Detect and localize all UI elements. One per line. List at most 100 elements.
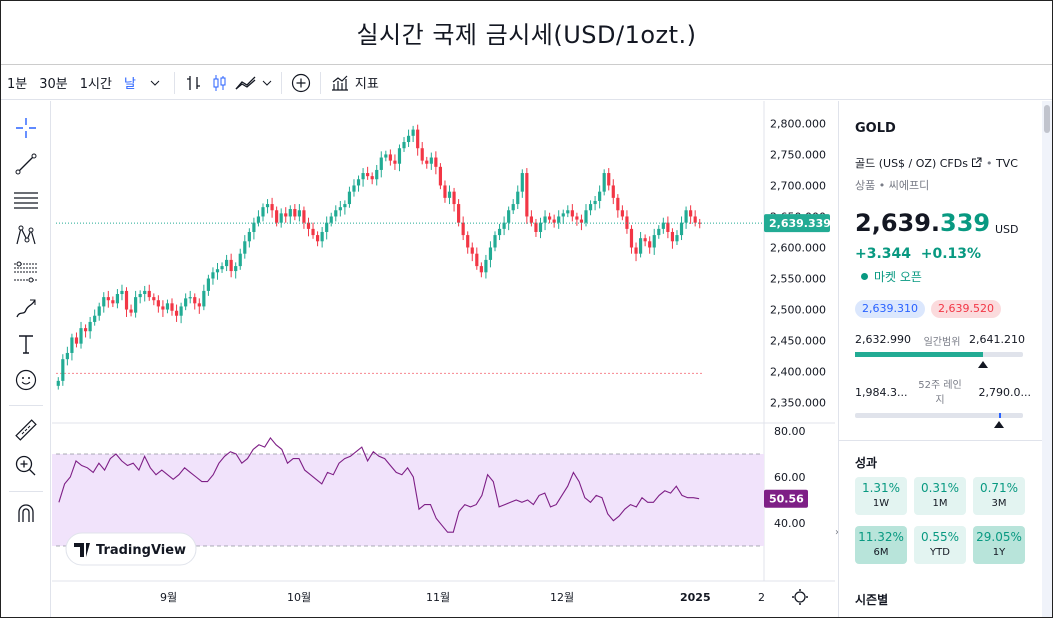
horizontal-lines-icon[interactable]: [11, 185, 41, 215]
crosshair-icon[interactable]: [11, 113, 41, 143]
perf-label: 1M: [932, 498, 948, 509]
candle-body: [61, 359, 65, 381]
candle-body: [129, 309, 133, 313]
indicators-icon[interactable]: [327, 70, 353, 96]
perf-value: 11.32%: [858, 530, 904, 544]
week52-low: 1,984.3...: [855, 386, 908, 399]
candle-body: [634, 247, 638, 254]
perf-ytd[interactable]: 0.55% YTD: [914, 526, 966, 564]
ask-price: 2,639.520: [931, 300, 1001, 318]
candle-body: [675, 235, 679, 242]
candle-body: [161, 306, 165, 310]
magnet-icon[interactable]: [11, 499, 41, 529]
candle-body: [552, 219, 556, 223]
panel-collapse-arrow[interactable]: ›: [835, 527, 839, 538]
candle-body: [520, 173, 524, 192]
perf-1y[interactable]: 29.05% 1Y: [973, 526, 1025, 564]
candle-body: [516, 191, 520, 205]
candle-body: [220, 266, 224, 270]
candle-body: [538, 222, 543, 232]
last-price-tag-label: 2,639.339: [769, 217, 831, 230]
candle-body: [534, 222, 538, 232]
perf-value: 29.05%: [976, 530, 1022, 544]
settings-gear-icon[interactable]: [794, 591, 806, 603]
change-abs: +3.344: [855, 246, 912, 262]
candle-body: [111, 300, 115, 304]
candle-body: [343, 204, 347, 208]
bid-price: 2,639.310: [855, 300, 925, 318]
external-link-icon[interactable]: [971, 157, 986, 170]
day-high: 2,641.210: [969, 333, 1025, 346]
perf-1w[interactable]: 1.31% 1W: [855, 477, 907, 515]
perf-1m[interactable]: 0.31% 1M: [914, 477, 966, 515]
zoom-in-icon[interactable]: [11, 451, 41, 481]
candle-body: [461, 222, 465, 236]
x-tick-label: 2: [758, 591, 765, 604]
perf-3m[interactable]: 0.71% 3M: [973, 477, 1025, 515]
candle-body: [411, 129, 415, 136]
candle-body: [670, 231, 675, 242]
candlestick-chart-type-icon[interactable]: [207, 70, 233, 96]
candle-body: [306, 222, 311, 229]
candle-body: [375, 169, 379, 180]
market-status-text: 마켓 오픈: [874, 270, 922, 284]
candle-body: [115, 294, 120, 304]
rsi-value-tag-label: 50.56: [769, 493, 804, 506]
interval-30m[interactable]: 30분: [39, 77, 68, 92]
candle-body: [620, 210, 624, 217]
candle-body: [288, 209, 292, 217]
candle-body: [548, 216, 552, 220]
y-tick-label: 2,500.000: [770, 304, 826, 317]
x-tick-label: 9월: [160, 591, 177, 604]
candle-body: [434, 157, 438, 167]
candle-body: [238, 253, 242, 267]
emoji-icon[interactable]: [11, 365, 41, 395]
text-tool-icon[interactable]: [11, 329, 41, 359]
candle-body: [193, 297, 197, 304]
candle-body: [629, 228, 634, 248]
candle-body: [275, 210, 279, 223]
candle-body: [402, 142, 406, 149]
candle-body: [679, 222, 684, 236]
candle-body: [256, 216, 261, 223]
candle-body: [97, 306, 101, 316]
brush-icon[interactable]: [11, 293, 41, 323]
perf-value: 0.31%: [920, 481, 960, 495]
indicators-button[interactable]: 지표: [354, 77, 379, 92]
area-chart-type-icon[interactable]: [233, 70, 259, 96]
price-chart[interactable]: 2,800.0002,750.0002,700.0002,650.0002,60…: [52, 101, 835, 617]
pattern-icon[interactable]: [11, 221, 41, 251]
candle-body: [661, 222, 665, 229]
candle-body: [416, 129, 420, 149]
ruler-icon[interactable]: [11, 415, 41, 445]
candle-body: [643, 238, 647, 242]
interval-1m[interactable]: 1분: [7, 77, 28, 92]
week52-range-bar: [855, 413, 1023, 418]
candle-body: [447, 191, 452, 198]
scrollbar-thumb[interactable]: [1044, 105, 1050, 133]
candle-body: [466, 235, 470, 248]
trend-line-icon[interactable]: [11, 149, 41, 179]
candle-body: [206, 278, 210, 291]
compare-plus-icon[interactable]: [288, 70, 314, 96]
chevron-down-icon[interactable]: [259, 70, 275, 96]
chevron-down-icon[interactable]: [142, 70, 168, 96]
candle-body: [425, 160, 429, 164]
fib-retracement-icon[interactable]: [11, 257, 41, 287]
candle-body: [83, 328, 88, 332]
last-price-tag: [764, 214, 830, 233]
interval-1d[interactable]: 날: [123, 77, 136, 92]
candle-body: [74, 337, 79, 344]
perf-6m[interactable]: 11.32% 6M: [855, 526, 907, 564]
symbol-details-panel: GOLD 골드 (US$ / OZ) CFDs • TVC 상품 • 씨에프디 …: [838, 101, 1052, 617]
symbol-description: 골드 (US$ / OZ) CFDs • TVC: [855, 155, 1018, 171]
symbol-name[interactable]: GOLD: [855, 121, 896, 136]
drawing-toolbar: [1, 101, 51, 617]
interval-1h[interactable]: 1시간: [79, 77, 112, 92]
candle-body: [225, 259, 229, 267]
candle-body: [188, 297, 192, 299]
panel-scrollbar[interactable]: [1042, 101, 1052, 617]
candle-body: [397, 148, 402, 164]
chart-area[interactable]: 2,800.0002,750.0002,700.0002,650.0002,60…: [52, 101, 835, 617]
bar-chart-type-icon[interactable]: [181, 70, 207, 96]
